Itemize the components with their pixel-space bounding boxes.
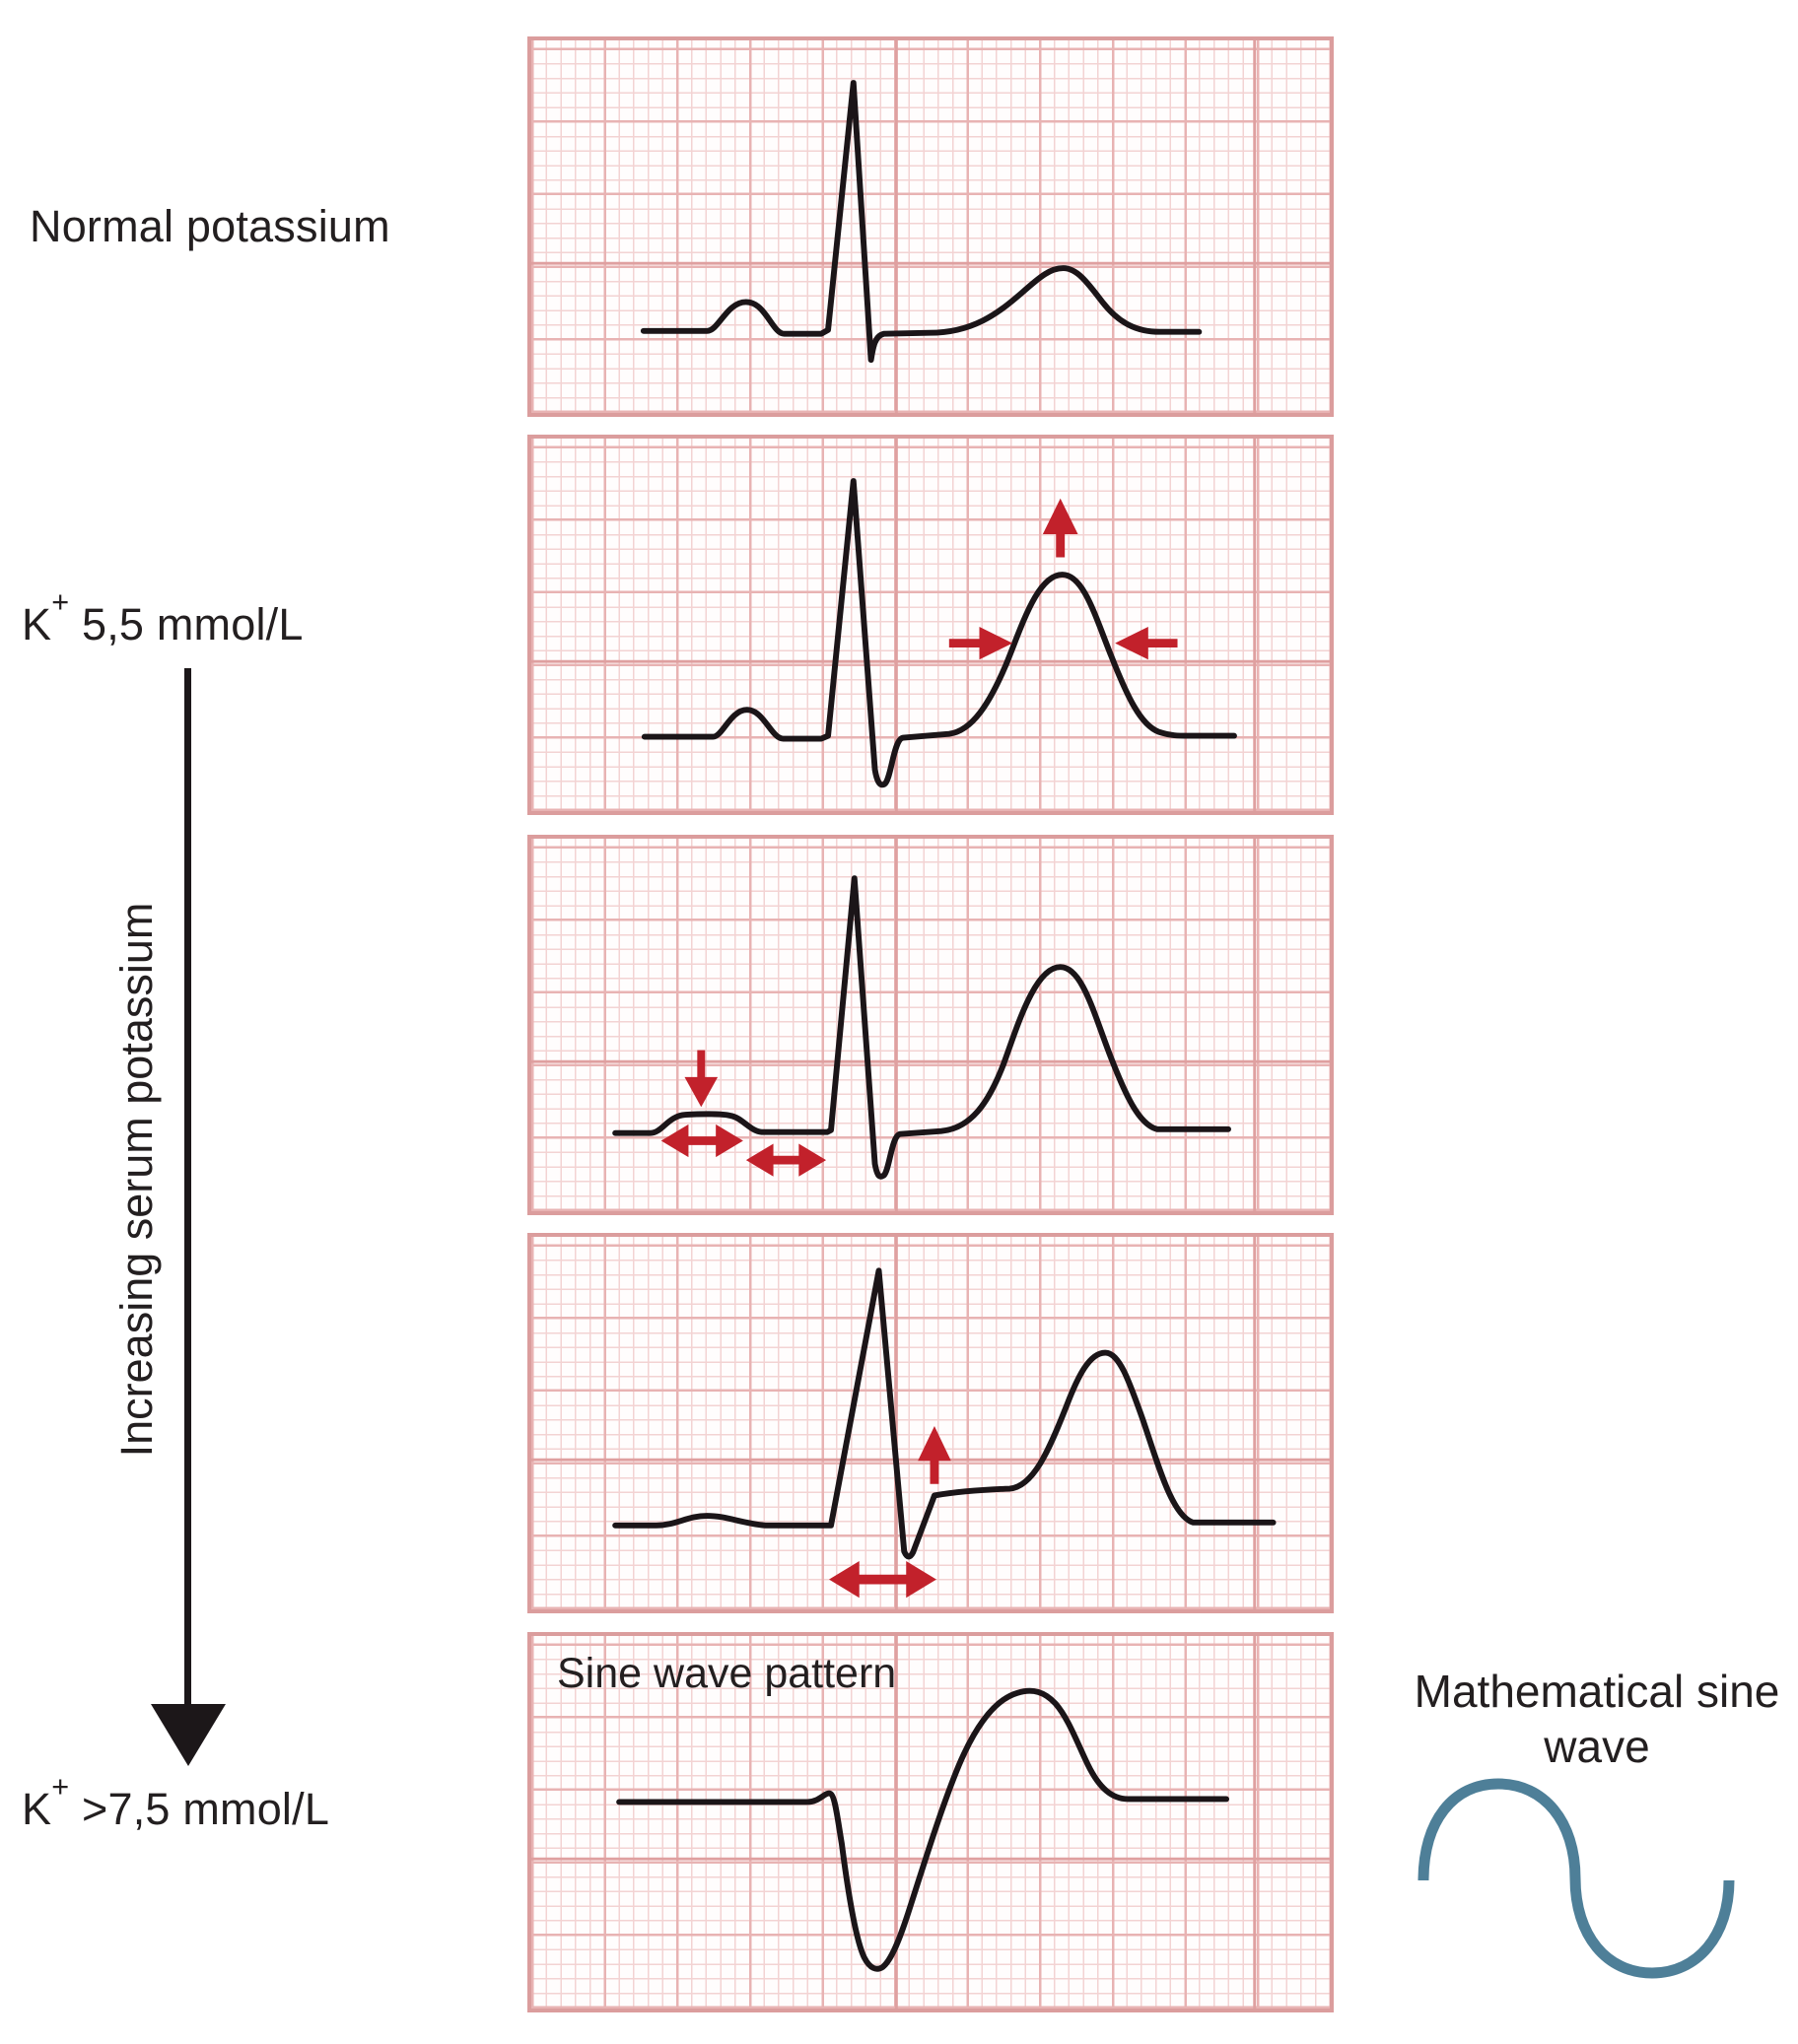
k55-value: 5,5 mmol/L — [69, 599, 304, 649]
label-k-5-5-mmol: K+ 5,5 mmol/L — [22, 585, 304, 650]
ecg-strip-wide-qrs — [531, 1237, 1330, 1609]
p-wave-widened-double-arrow-icon — [660, 1124, 743, 1158]
ecg-strip-sine-wave — [531, 1636, 1330, 2009]
ecg-panel-wide-qrs — [527, 1233, 1334, 1613]
ecg-trace-normal — [640, 80, 1203, 364]
caption-line-2: wave — [1544, 1721, 1650, 1773]
k55-charge: + — [51, 585, 70, 620]
label-k-over-7-5-mmol: K+ >7,5 mmol/L — [22, 1770, 330, 1835]
ecg-strip-flattened-p — [531, 839, 1330, 1211]
k75-value: >7,5 mmol/L — [69, 1784, 330, 1834]
ecg-trace-wide-qrs — [612, 1267, 1277, 1560]
ecg-trace-sine-wave — [616, 1687, 1230, 1972]
qrs-widened-double-arrow-icon — [829, 1561, 936, 1599]
ecg-trace-k55 — [641, 478, 1237, 788]
mathematical-sine-wave-caption: Mathematical sine wave — [1400, 1664, 1794, 1774]
ecg-panel-k55 — [527, 435, 1334, 815]
label-increasing-serum-potassium: Increasing serum potassium — [111, 902, 162, 1458]
t-wave-taller-up-arrow-icon — [1042, 498, 1078, 558]
ecg-panel-normal — [527, 36, 1334, 417]
k75-element: K — [22, 1784, 52, 1834]
t-wave-narrow-left-arrow-icon — [1115, 626, 1178, 660]
increasing-potassium-arrow-shaft — [184, 668, 191, 1705]
k55-element: K — [22, 599, 52, 649]
ecg-strip-k55 — [531, 439, 1330, 811]
t-wave-narrow-right-arrow-icon — [948, 626, 1013, 660]
st-elevated-up-arrow-icon — [918, 1425, 951, 1484]
caption-line-1: Mathematical sine — [1414, 1666, 1780, 1717]
p-wave-flattened-down-arrow-icon — [684, 1050, 719, 1108]
sine-wave-pattern-title: Sine wave pattern — [557, 1650, 897, 1697]
k75-charge: + — [51, 1770, 70, 1805]
ecg-panel-flattened-p — [527, 835, 1334, 1215]
increasing-potassium-arrow-head-icon — [151, 1704, 226, 1766]
pr-segment-prolonged-double-arrow-icon — [745, 1143, 827, 1177]
mathematical-sine-wave-icon — [1418, 1778, 1735, 1979]
ecg-strip-normal — [531, 40, 1330, 413]
ecg-trace-flattened-p — [612, 875, 1231, 1180]
label-normal-potassium: Normal potassium — [30, 201, 390, 251]
ecg-panel-sine-wave: Sine wave pattern — [527, 1632, 1334, 2012]
